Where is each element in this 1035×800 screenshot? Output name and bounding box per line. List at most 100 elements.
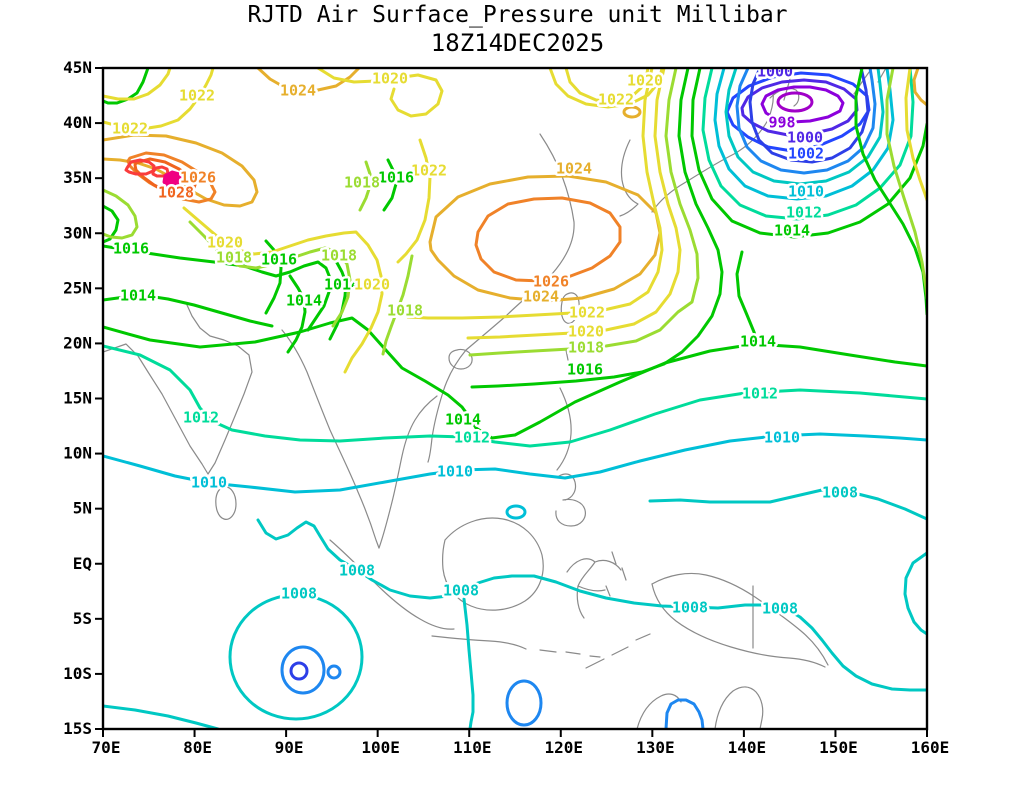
contour-label-1012: 1012 xyxy=(786,204,822,222)
contour-label-1000: 1000 xyxy=(787,129,823,147)
y-tick-label: 10N xyxy=(63,444,92,463)
coastline-path xyxy=(769,87,800,107)
contour-label-1020: 1020 xyxy=(372,70,408,88)
y-tick-label: 40N xyxy=(63,113,92,132)
contour-label-1008: 1008 xyxy=(762,600,798,618)
contour-label-1020: 1020 xyxy=(207,234,243,252)
contour-label-1010: 1010 xyxy=(764,429,800,447)
x-tick-label: 90E xyxy=(275,738,304,757)
contour-label-1014: 1014 xyxy=(445,411,481,429)
contour-label-1022: 1022 xyxy=(112,120,148,138)
y-tick-label: 5N xyxy=(73,499,92,518)
contour-line-1028 xyxy=(133,157,197,197)
contour-line-1018 xyxy=(381,254,414,356)
contour-line-1014 xyxy=(690,68,927,239)
contour-label-1026: 1026 xyxy=(533,273,569,291)
contour-label-1010: 1010 xyxy=(191,474,227,492)
contour-line-1010 xyxy=(103,432,927,494)
contour-label-1020: 1020 xyxy=(354,276,390,294)
contour-label-1018: 1018 xyxy=(321,247,357,265)
contour-label-1008: 1008 xyxy=(672,599,708,617)
contour-label-1008: 1008 xyxy=(339,562,375,580)
x-tick-label: 150E xyxy=(819,738,858,757)
coastline-path xyxy=(427,349,467,463)
chart-title: RJTD Air Surface_Pressure unit Millibar xyxy=(247,2,788,28)
coastline-path xyxy=(281,329,380,549)
contour-label-1024: 1024 xyxy=(280,82,316,100)
contour-line-1008 xyxy=(462,597,475,729)
contour-label-1022: 1022 xyxy=(179,87,215,105)
contour-label-1016: 1016 xyxy=(378,169,414,187)
contour-line-1010 xyxy=(713,68,895,201)
contour-line-1006 xyxy=(326,664,342,680)
contour-label-1022: 1022 xyxy=(411,162,447,180)
contour-label-1026: 1026 xyxy=(180,169,216,187)
contour-label-1020: 1020 xyxy=(627,72,663,90)
contour-line-1006 xyxy=(280,645,326,695)
coastline-path xyxy=(442,517,544,611)
contour-line-998 xyxy=(760,85,845,124)
coastline-path xyxy=(636,686,764,729)
plot-frame xyxy=(101,66,929,731)
contour-line-1024 xyxy=(912,68,927,107)
chart-valid-time: 18Z14DEC2025 xyxy=(430,29,605,57)
contour-label-1010: 1010 xyxy=(437,463,473,481)
coastline-path xyxy=(431,635,601,658)
contour-line-1014 xyxy=(328,259,348,341)
contour-line-1008 xyxy=(103,704,220,729)
y-tick-label: 30N xyxy=(63,223,92,242)
contour-line-1008 xyxy=(724,68,885,186)
contour-line-1014 xyxy=(286,274,307,354)
contour-label-1020: 1020 xyxy=(568,323,604,341)
contour-line-1008 xyxy=(648,488,927,521)
contour-line-1008 xyxy=(256,518,927,692)
x-tick-label: 110E xyxy=(453,738,492,757)
contour-line-1008 xyxy=(903,551,927,636)
contour-label-1024: 1024 xyxy=(556,160,592,178)
contour-label-1018: 1018 xyxy=(344,174,380,192)
contour-label-1012: 1012 xyxy=(183,409,219,427)
contour-label-1008: 1008 xyxy=(443,582,479,600)
contour-label-998: 998 xyxy=(768,114,795,132)
coastline-path xyxy=(651,91,774,213)
contour-line-1020 xyxy=(182,206,384,374)
contour-label-1008: 1008 xyxy=(281,585,317,603)
contour-label-1016: 1016 xyxy=(567,361,603,379)
contour-line-1018 xyxy=(885,68,927,300)
y-tick-label: 15S xyxy=(63,719,92,738)
x-tick-label: 70E xyxy=(92,738,121,757)
coastline-path xyxy=(560,292,580,324)
contour-line-1022 xyxy=(103,68,215,131)
contour-line-1006 xyxy=(505,679,543,727)
y-tick-label: 25N xyxy=(63,278,92,297)
contour-line-1006 xyxy=(664,698,705,729)
contour-label-1014: 1014 xyxy=(120,287,156,305)
contour-line-1016 xyxy=(103,204,120,244)
contour-line-1018 xyxy=(468,68,700,357)
contour-label-1012: 1012 xyxy=(742,385,778,403)
coastline-path xyxy=(329,539,455,630)
contour-label-1022: 1022 xyxy=(569,304,605,322)
contour-label-1008: 1008 xyxy=(822,484,858,502)
x-tick-label: 130E xyxy=(636,738,675,757)
coastline-path xyxy=(448,348,473,370)
coastline-path xyxy=(565,333,575,361)
coastline-path xyxy=(555,387,586,527)
contour-line-1022 xyxy=(406,68,664,320)
contour-label-1028: 1028 xyxy=(158,184,194,202)
coastline-path xyxy=(215,486,237,520)
contour-line-1020 xyxy=(904,68,927,202)
y-tick-label: 45N xyxy=(63,58,92,77)
contour-line-1006 xyxy=(735,68,877,175)
contour-line-1018 xyxy=(188,220,352,328)
contour-line-1010 xyxy=(505,504,527,520)
contour-line-1016 xyxy=(103,244,332,332)
contour-label-1016: 1016 xyxy=(261,251,297,269)
contour-label-1012: 1012 xyxy=(454,429,490,447)
coastline-path xyxy=(651,583,826,668)
contour-label-1010: 1010 xyxy=(788,183,824,201)
contour-line-1020 xyxy=(466,68,682,340)
contour-line-1020 xyxy=(548,68,664,109)
coastline-path xyxy=(465,133,575,351)
